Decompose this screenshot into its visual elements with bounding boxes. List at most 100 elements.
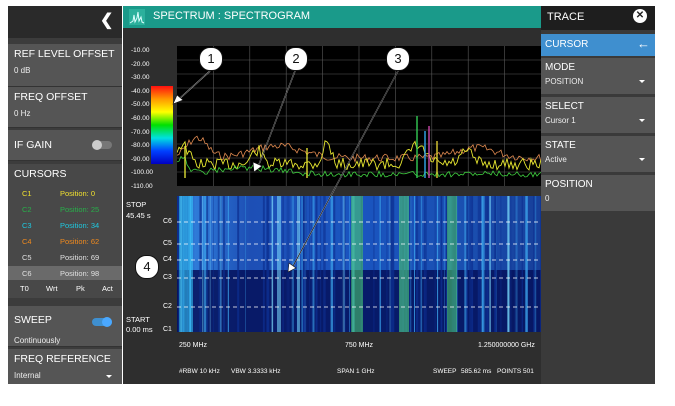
ref-level-offset-value: 0 dB bbox=[14, 66, 31, 75]
sweep-value: Continuously bbox=[14, 336, 61, 345]
position-field[interactable]: POSITION 0 bbox=[541, 175, 655, 211]
x-tick-center: 750 MHz bbox=[345, 342, 374, 349]
cursor-row[interactable]: C6 Position: 98 bbox=[8, 266, 122, 280]
state-value: Active bbox=[545, 155, 567, 164]
title-bar: SPECTRUM : SPECTROGRAM bbox=[123, 6, 541, 28]
cursor-row[interactable]: C4 Position: 62 bbox=[8, 234, 122, 248]
arrow-left-icon[interactable]: ← bbox=[637, 36, 650, 51]
cursor-position: Position: 0 bbox=[60, 189, 96, 198]
mode-value: POSITION bbox=[545, 77, 584, 86]
y-tick-label: -90.00 bbox=[131, 155, 150, 163]
cursor-name: C3 bbox=[22, 221, 32, 230]
if-gain-row: IF GAIN bbox=[8, 130, 122, 161]
freq-reference-label: FREQ REFERENCE bbox=[14, 353, 111, 365]
y-tick-label: -10.00 bbox=[131, 47, 150, 54]
cursor-name: C5 bbox=[22, 253, 32, 262]
waterfall-cursor-label: C4 bbox=[163, 256, 172, 263]
ref-level-offset-label: REF LEVEL OFFSET bbox=[14, 48, 115, 60]
callout-1: 1 bbox=[199, 47, 223, 71]
chevron-down-icon bbox=[106, 375, 112, 378]
cursors-title: CURSORS bbox=[14, 168, 67, 180]
freq-offset-label: FREQ OFFSET bbox=[14, 91, 88, 103]
cursor-position: Position: 25 bbox=[60, 205, 100, 214]
rbw-readout: #RBW 10 kHz bbox=[179, 368, 220, 375]
sweep-row: SWEEP Continuously bbox=[8, 306, 122, 347]
sweep-time-readout: 585.62 ms bbox=[461, 368, 492, 375]
peak-button[interactable]: Pk bbox=[76, 284, 85, 293]
freq-offset-value: 0 Hz bbox=[14, 109, 31, 118]
cursors-section: CURSORS C1 Position: 0 C2 Position: 25 C3 Pos… bbox=[8, 164, 122, 298]
x-tick-stop: 1.250000000 GHz bbox=[478, 342, 535, 349]
mode-label: MODE bbox=[545, 62, 575, 73]
sweep-toggle[interactable] bbox=[92, 317, 112, 327]
waterfall-cursor-label: C5 bbox=[163, 240, 172, 247]
if-gain-label: IF GAIN bbox=[14, 139, 52, 151]
y-tick-label: -40.00 bbox=[131, 87, 150, 95]
cursor-position: Position: 34 bbox=[60, 221, 100, 230]
spectrum-display: -10.00 -20.00 -30.00 -40.00 -50.00 -60.00 -70.… bbox=[123, 28, 541, 384]
waterfall-cursor-label: C6 bbox=[163, 218, 172, 225]
freq-reference-button[interactable]: FREQ REFERENCE Internal bbox=[8, 349, 122, 384]
y-tick-label: -60.00 bbox=[131, 115, 150, 122]
t0-button[interactable]: T0 bbox=[20, 284, 29, 293]
cursor-row[interactable]: C2 Position: 25 bbox=[8, 202, 122, 216]
start-time: 0.00 ms bbox=[126, 325, 153, 334]
x-tick-start: 250 MHz bbox=[179, 342, 208, 349]
stop-label: STOP bbox=[126, 200, 147, 209]
points-readout: POINTS 501 bbox=[497, 368, 534, 375]
span-readout: SPAN 1 GHz bbox=[337, 368, 375, 375]
chevron-down-icon bbox=[639, 158, 645, 161]
start-label: START bbox=[126, 315, 150, 324]
position-label: POSITION bbox=[545, 179, 593, 190]
cursor-position: Position: 98 bbox=[60, 269, 100, 278]
cursor-name: C1 bbox=[22, 189, 32, 198]
chevron-down-icon bbox=[639, 80, 645, 83]
cursor-name: C2 bbox=[22, 205, 32, 214]
cursor-row[interactable]: C1 Position: 0 bbox=[8, 186, 122, 200]
close-icon[interactable]: ✕ bbox=[633, 9, 647, 23]
position-value: 0 bbox=[545, 194, 550, 203]
y-tick-label: -20.00 bbox=[131, 60, 150, 68]
page-title: SPECTRUM : SPECTROGRAM bbox=[153, 10, 311, 22]
trace-header: TRACE ✕ bbox=[541, 6, 655, 30]
sweep-readout-label: SWEEP bbox=[433, 368, 457, 375]
chevron-down-icon bbox=[639, 119, 645, 122]
waterfall-cursor-label: C3 bbox=[163, 274, 172, 281]
sweep-label: SWEEP bbox=[14, 314, 52, 326]
freq-offset-button[interactable]: FREQ OFFSET 0 Hz bbox=[8, 87, 122, 128]
cursor-menu-header[interactable]: CURSOR ← bbox=[541, 34, 655, 56]
ref-level-offset-button[interactable]: REF LEVEL OFFSET 0 dB bbox=[8, 44, 122, 87]
trace-menu-panel: TRACE ✕ CURSOR ← MODE POSITION SELECT Cu… bbox=[541, 6, 655, 384]
select-value: Cursor 1 bbox=[545, 116, 576, 125]
cursor-position: Position: 69 bbox=[60, 253, 100, 262]
write-button[interactable]: Wrt bbox=[46, 284, 58, 293]
left-panel-top-bar: ❮ bbox=[8, 6, 122, 38]
toggle-knob bbox=[92, 140, 102, 150]
toggle-knob bbox=[102, 317, 112, 327]
y-tick-label: -70.00 bbox=[131, 128, 150, 136]
waterfall-cursor-label: C2 bbox=[163, 303, 172, 310]
select-label: SELECT bbox=[545, 101, 584, 112]
cursor-position: Position: 62 bbox=[60, 237, 100, 246]
cursor-menu-label: CURSOR bbox=[545, 39, 589, 50]
cursor-name: C6 bbox=[22, 269, 32, 278]
if-gain-toggle[interactable] bbox=[92, 140, 112, 150]
stop-time: 45.45 s bbox=[126, 211, 151, 220]
freq-reference-value: Internal bbox=[14, 371, 41, 380]
cursor-row[interactable]: C5 Position: 69 bbox=[8, 250, 122, 264]
y-tick-label: -110.00 bbox=[131, 183, 153, 190]
state-dropdown[interactable]: STATE Active bbox=[541, 136, 655, 172]
color-scale-bar bbox=[151, 86, 173, 164]
active-button[interactable]: Act bbox=[102, 284, 113, 293]
mode-dropdown[interactable]: MODE POSITION bbox=[541, 58, 655, 94]
chevron-left-icon[interactable]: ❮ bbox=[100, 12, 114, 29]
select-dropdown[interactable]: SELECT Cursor 1 bbox=[541, 97, 655, 133]
spectrum-icon bbox=[129, 9, 145, 25]
state-label: STATE bbox=[545, 140, 576, 151]
spectrum-trace-plot bbox=[177, 46, 541, 186]
cursor-row[interactable]: C3 Position: 34 bbox=[8, 218, 122, 232]
callout-2: 2 bbox=[284, 47, 308, 71]
callout-3: 3 bbox=[386, 47, 410, 71]
callout-4: 4 bbox=[135, 255, 159, 279]
